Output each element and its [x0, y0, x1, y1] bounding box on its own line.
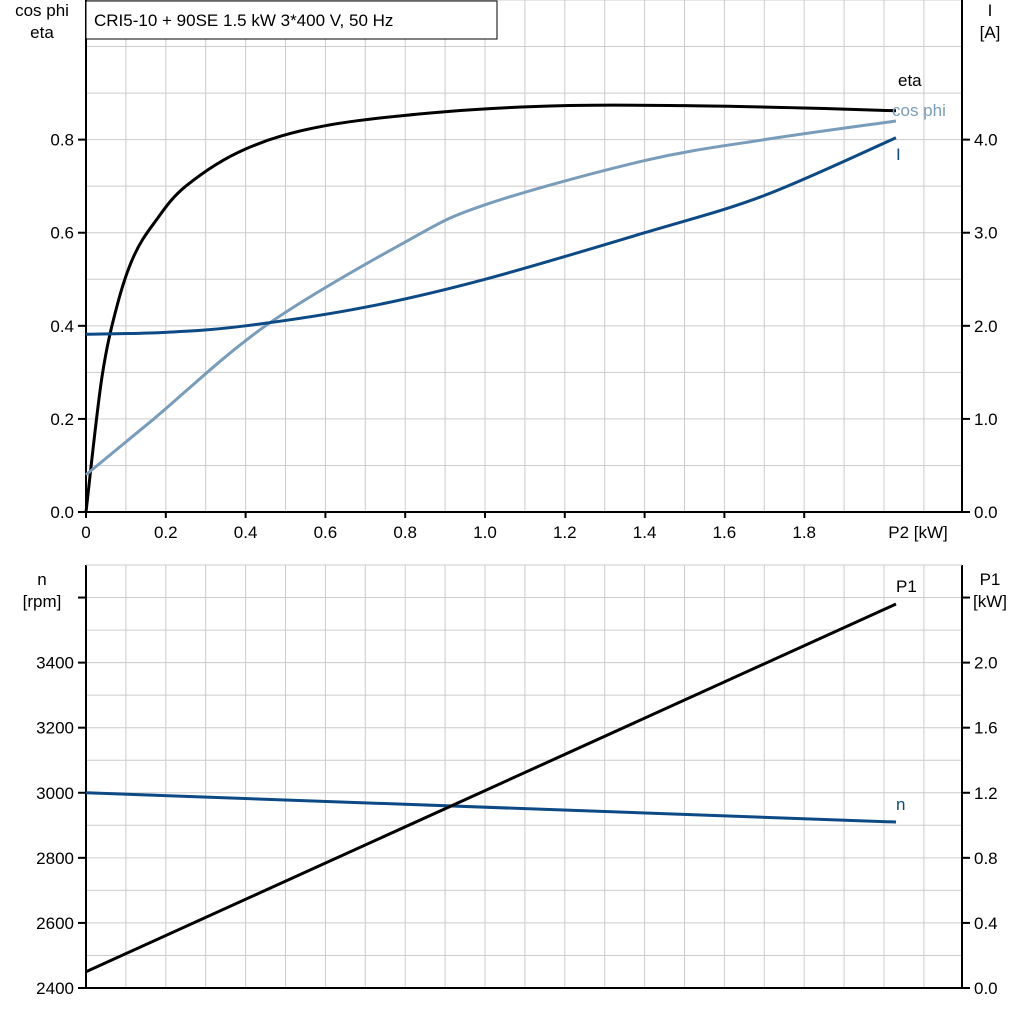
y-tick-label-right: 4.0 [974, 131, 998, 150]
series-P1-line [85, 602, 897, 974]
y-tick-label-right: 2.0 [974, 317, 998, 336]
series-label-n: n [896, 795, 905, 814]
x-axis-label: P2 [kW] [888, 523, 948, 542]
y-tick-label-right: 0.0 [974, 979, 998, 998]
x-tick-label: 0 [81, 523, 90, 542]
series-label-I: I [896, 145, 901, 164]
y-tick-label-right: 1.2 [974, 784, 998, 803]
y-tick-label-right: 2.0 [974, 654, 998, 673]
x-tick-label: 0.6 [314, 523, 338, 542]
x-tick-label: 0.4 [234, 523, 258, 542]
series-n-line [85, 791, 897, 824]
x-tick-label: 1.6 [713, 523, 737, 542]
y-axis-label-right: P1 [980, 570, 1001, 589]
series-label-eta: eta [898, 71, 922, 90]
y-tick-label-left: 3400 [36, 654, 74, 673]
y-axis-label-right: [A] [980, 23, 1001, 42]
y-axis-label-right: I [988, 1, 993, 20]
y-tick-label-left: 0.2 [50, 410, 74, 429]
x-tick-label: 1.2 [553, 523, 577, 542]
y-tick-label-left: 0.0 [50, 503, 74, 522]
y-tick-label-left: 0.6 [50, 224, 74, 243]
y-tick-label-right: 1.6 [974, 719, 998, 738]
y-axis-label-left: n [37, 570, 46, 589]
y-axis-label-left: eta [30, 23, 54, 42]
y-tick-label-right: 0.0 [974, 503, 998, 522]
y-tick-label-right: 0.4 [974, 914, 998, 933]
y-tick-label-left: 0.8 [50, 131, 74, 150]
x-tick-label: 1.0 [473, 523, 497, 542]
y-tick-label-left: 3000 [36, 784, 74, 803]
y-tick-label-left: 2400 [36, 979, 74, 998]
x-tick-label: 0.8 [393, 523, 417, 542]
y-tick-label-left: 0.4 [50, 317, 74, 336]
series-eta-line [84, 103, 897, 513]
y-tick-label-right: 3.0 [974, 224, 998, 243]
y-axis-label-left: cos phi [15, 1, 69, 20]
y-tick-label-left: 2600 [36, 914, 74, 933]
series-label-P1: P1 [896, 577, 917, 596]
y-axis-label-left: [rpm] [23, 592, 62, 611]
chart-title-box [85, 0, 498, 40]
y-tick-label-right: 0.8 [974, 849, 998, 868]
y-tick-label-left: 3200 [36, 719, 74, 738]
y-tick-label-left: 2800 [36, 849, 74, 868]
series-cos-phi-line [85, 119, 897, 476]
x-tick-label: 0.2 [154, 523, 178, 542]
chart-title: CRI5-10 + 90SE 1.5 kW 3*400 V, 50 Hz [94, 11, 393, 30]
x-tick-label: 1.4 [633, 523, 657, 542]
series-I-line [85, 136, 897, 336]
series-label-cos-phi: cos phi [892, 101, 946, 120]
y-tick-label-right: 1.0 [974, 410, 998, 429]
x-tick-label: 1.8 [792, 523, 816, 542]
y-axis-label-right: [kW] [973, 592, 1007, 611]
